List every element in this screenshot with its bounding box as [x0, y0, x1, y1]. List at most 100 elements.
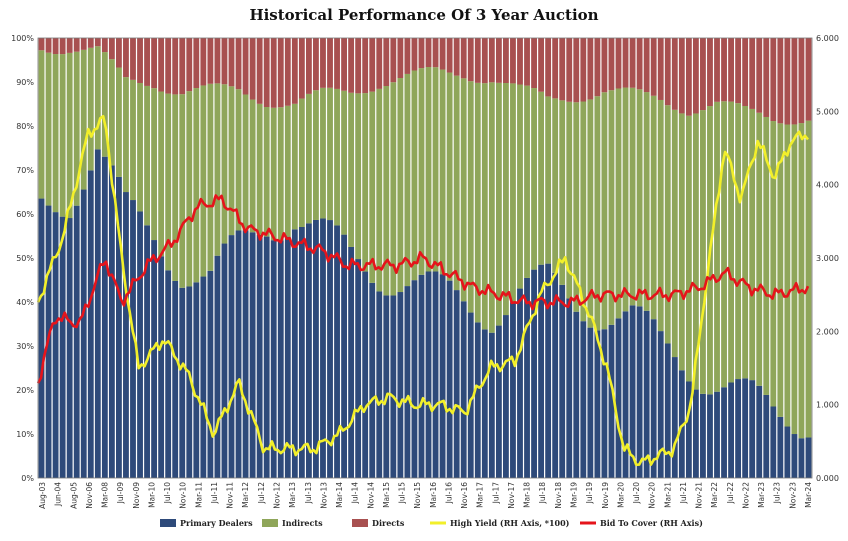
bar-directs	[214, 38, 221, 84]
bar-primary-dealers	[334, 225, 340, 478]
x-tick-label: Jul-10	[163, 482, 172, 505]
bar-indirects	[341, 90, 347, 235]
bar-primary-dealers	[749, 380, 756, 478]
bar-primary-dealers	[735, 379, 742, 478]
bar-primary-dealers	[805, 437, 812, 478]
bar-directs	[334, 38, 340, 89]
bar-indirects	[228, 86, 235, 236]
bar-primary-dealers	[87, 170, 94, 478]
bar-primary-dealers	[355, 259, 362, 478]
bar-indirects	[749, 108, 756, 381]
bar-directs	[200, 38, 207, 86]
bar-directs	[566, 38, 573, 102]
bar-directs	[73, 38, 80, 52]
bar-directs	[172, 38, 179, 95]
bar-directs	[355, 38, 362, 94]
bar-directs	[749, 38, 756, 109]
bar-primary-dealers	[629, 305, 636, 478]
legend-swatch	[262, 519, 278, 527]
bar-primary-dealers	[242, 230, 249, 478]
x-tick-label: Nov-09	[132, 482, 141, 509]
bar-indirects	[692, 113, 699, 390]
bar-directs	[524, 38, 530, 86]
legend-label: High Yield (RH Axis, *100)	[450, 518, 570, 528]
bar-indirects	[770, 121, 777, 407]
bar-directs	[573, 38, 580, 103]
bar-indirects	[643, 92, 650, 311]
bar-primary-dealers	[503, 315, 509, 478]
bar-indirects	[66, 52, 73, 219]
bar-primary-dealers	[66, 218, 73, 478]
x-tick-label: Mar-20	[616, 482, 625, 508]
x-tick-label: Jul-16	[444, 482, 453, 505]
bar-indirects	[735, 103, 742, 380]
y-right-tick-label: 6.000	[816, 34, 839, 43]
bar-indirects	[404, 73, 411, 287]
bar-primary-dealers	[207, 270, 214, 478]
bar-primary-dealers	[305, 223, 312, 478]
bar-primary-dealers	[664, 343, 671, 478]
bar-indirects	[116, 67, 122, 177]
bar-directs	[643, 38, 650, 93]
bar-primary-dealers	[552, 272, 559, 478]
bar-indirects	[559, 100, 566, 285]
bar-primary-dealers	[284, 236, 291, 478]
bar-indirects	[460, 78, 467, 302]
bar-indirects	[256, 103, 263, 235]
bar-primary-dealers	[165, 270, 172, 478]
x-tick-label: Aug-05	[69, 482, 78, 509]
bar-primary-dealers	[172, 280, 179, 478]
bar-directs	[425, 38, 432, 68]
bar-indirects	[629, 87, 636, 306]
x-tick-label: Nov-13	[319, 482, 328, 509]
bar-indirects	[503, 83, 509, 316]
bar-indirects	[130, 79, 136, 201]
bar-primary-dealers	[728, 382, 734, 478]
bar-directs	[348, 38, 355, 93]
bar-indirects	[172, 94, 179, 281]
x-tick-label: Mar-14	[335, 482, 344, 508]
bar-primary-dealers	[573, 311, 580, 478]
bar-directs	[587, 38, 594, 100]
bar-indirects	[45, 52, 52, 206]
bar-primary-dealers	[531, 269, 537, 478]
y-right-tick-label: 3.000	[816, 254, 839, 263]
bar-primary-dealers	[446, 280, 453, 478]
y-right-tick-label: 1.000	[816, 401, 839, 410]
bar-indirects	[615, 88, 622, 319]
bar-primary-dealers	[200, 276, 207, 478]
bar-directs	[791, 38, 798, 125]
bar-primary-dealers	[94, 149, 101, 479]
bar-primary-dealers	[320, 218, 326, 478]
bar-indirects	[327, 87, 333, 221]
bar-indirects	[587, 99, 594, 328]
bar-indirects	[397, 78, 404, 293]
x-tick-label: Mar-21	[663, 482, 672, 508]
x-axis-ticks: Aug-03 Jun-04 Aug-05 Nov-06 Mar-08 Jul-09 Nov-…	[38, 482, 813, 509]
bar-primary-dealers	[59, 216, 66, 479]
x-tick-label: Mar-13	[288, 482, 297, 508]
bar-indirects	[425, 67, 432, 272]
bar-directs	[137, 38, 143, 83]
bar-indirects	[291, 103, 298, 230]
bar-indirects	[594, 96, 601, 331]
bar-indirects	[728, 101, 734, 383]
plot-frame	[37, 37, 813, 479]
x-tick-label: Nov-18	[554, 482, 563, 509]
x-tick-label: Jul-17	[491, 482, 500, 505]
bar-directs	[735, 38, 742, 104]
bar-indirects	[636, 89, 643, 307]
bar-primary-dealers	[228, 235, 235, 478]
bar-directs	[305, 38, 312, 94]
bar-directs	[284, 38, 291, 106]
x-tick-label: Mar-16	[429, 482, 438, 508]
bar-directs	[116, 38, 122, 68]
bar-primary-dealers	[425, 271, 432, 478]
bar-directs	[517, 38, 523, 85]
bar-primary-dealers	[341, 234, 347, 478]
bar-indirects	[756, 112, 763, 386]
bar-primary-dealers	[158, 256, 165, 478]
x-tick-label: Jul-19	[585, 482, 594, 505]
bar-indirects	[263, 107, 270, 237]
